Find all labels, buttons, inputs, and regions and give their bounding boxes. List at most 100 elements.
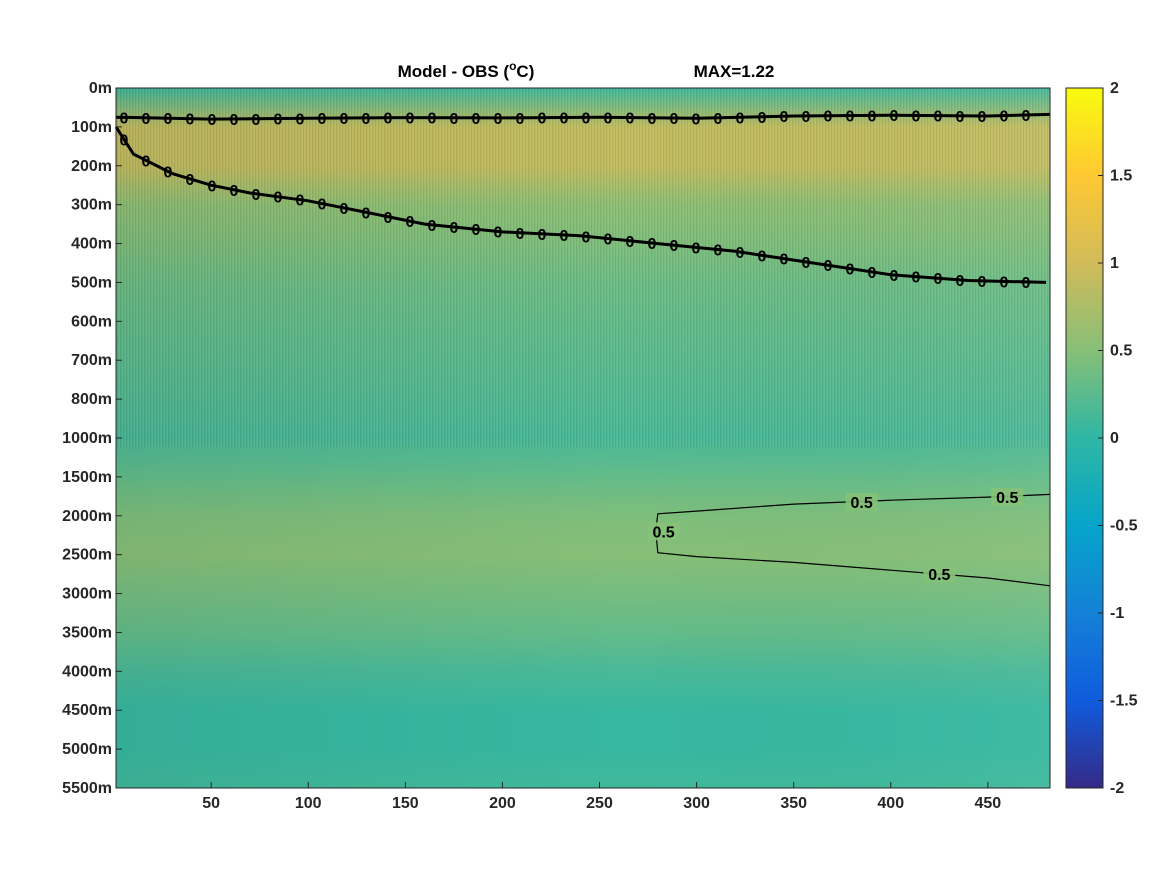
- contour-label: 0: [802, 255, 811, 272]
- contour-label: 0: [956, 273, 965, 290]
- contour-label-bg: [991, 488, 1024, 507]
- x-tick-label: 100: [295, 795, 322, 812]
- colorbar-tick-label: -2: [1110, 780, 1124, 797]
- contour-label: 0: [494, 224, 503, 241]
- contour-label: 0: [582, 110, 591, 127]
- y-tick-label: 3000m: [62, 586, 112, 603]
- y-tick-label: 4000m: [62, 663, 112, 680]
- colorbar-tick-label: -1: [1110, 605, 1124, 622]
- contour-label: 0: [626, 111, 635, 128]
- contour-label: 0: [384, 210, 393, 227]
- contour-label: 0: [186, 112, 195, 129]
- colorbar-tick-label: -0.5: [1110, 518, 1138, 535]
- contour-label: 0: [208, 112, 217, 129]
- colorbar: -2 -1.5 -1 -0.5 0 0.5 1 1.5 2: [1065, 80, 1138, 797]
- contour-label: 0: [1000, 274, 1009, 291]
- contour-label: 0: [604, 110, 613, 127]
- contour-label: 0: [582, 229, 591, 246]
- contour-label: 0: [362, 205, 371, 222]
- contour-label: 0: [406, 111, 415, 128]
- contour-label-bg: [845, 493, 878, 512]
- y-tick-label: 100m: [71, 119, 112, 136]
- x-tick-label: 50: [202, 795, 220, 812]
- contour-label: 0: [362, 111, 371, 128]
- contour-label: 0: [516, 226, 525, 243]
- contour-label-bg: [647, 522, 680, 541]
- contour-label: 0: [780, 252, 789, 269]
- x-tick-label: 250: [586, 795, 613, 812]
- y-tick-label: 1500m: [62, 469, 112, 486]
- heatmap-plot-area: 000 0 0 0 0 0 0 0 0 0 0 0 0 0 0 0 0 0 0 0 0 0 0 0 0 0 0 0 0 0 0 0 0 0 0 0 0 0…: [114, 87, 1051, 789]
- colorbar-tick-label: -1.5: [1110, 693, 1138, 710]
- y-tick-label: 500m: [71, 274, 112, 291]
- x-tick-label: 350: [780, 795, 807, 812]
- contour-label: 0: [1022, 275, 1031, 292]
- contour-label: 0: [120, 110, 129, 127]
- x-tick-label: 150: [392, 795, 419, 812]
- contour-label: 0: [934, 109, 943, 126]
- contour-label: 0: [142, 111, 151, 128]
- contour-label: 0: [560, 228, 569, 245]
- y-tick-label: 5500m: [62, 780, 112, 797]
- contour-label: 0: [714, 111, 723, 128]
- y-tick-label: 700m: [71, 352, 112, 369]
- contour-label: 0: [736, 110, 745, 127]
- colorbar-tick-label: 0.5: [1110, 343, 1132, 360]
- x-tick-label: 300: [683, 795, 710, 812]
- contour-label: 0: [758, 110, 767, 127]
- y-tick-label: 3500m: [62, 624, 112, 641]
- contour-label: 0: [648, 236, 657, 253]
- contour-label: 0: [296, 193, 305, 210]
- contour-label: 0: [428, 111, 437, 128]
- max-annotation: MAX=1.22: [694, 62, 775, 81]
- y-axis: 0m 100m 200m 300m 400m 500m 600m 700m 800m 1000m 1…: [62, 80, 122, 797]
- contour-label: 0: [230, 183, 239, 200]
- contour-label: 0: [846, 109, 855, 126]
- contour-label: 0: [186, 172, 195, 189]
- contour-label: 0: [846, 262, 855, 279]
- colorbar-tick-label: 0: [1110, 430, 1119, 447]
- contour-label: 0: [670, 111, 679, 128]
- contour-label: 0: [868, 265, 877, 282]
- contour-label: 0: [648, 111, 657, 128]
- contour-label: 0.5: [652, 524, 674, 541]
- y-tick-label: 300m: [71, 197, 112, 214]
- x-tick-label: 200: [489, 795, 516, 812]
- contour-label: 0: [626, 234, 635, 251]
- y-tick-label: 0m: [89, 80, 112, 97]
- contour-line: [115, 112, 1051, 121]
- contour-label: 0: [956, 109, 965, 126]
- contour-label: 0: [670, 238, 679, 255]
- contour-label: 0: [274, 190, 283, 207]
- heatmap-noise-band: [116, 88, 1050, 448]
- contour-label: 0: [516, 111, 525, 128]
- contour-label: 0: [428, 218, 437, 235]
- contour-label: 0: [406, 214, 415, 231]
- contour-label: 0: [868, 108, 877, 125]
- y-tick-label: 4500m: [62, 702, 112, 719]
- colorbar-tick-label: 2: [1110, 80, 1119, 97]
- contour-label: 0: [978, 274, 987, 291]
- contour-label: 0: [604, 232, 613, 249]
- x-tick-label: 400: [877, 795, 904, 812]
- contour-label: 0: [758, 248, 767, 265]
- contour-label: 0: [912, 270, 921, 287]
- contour-label: 0.5: [851, 495, 873, 512]
- contour-label: 0: [780, 109, 789, 126]
- x-tick-label: 450: [975, 795, 1002, 812]
- contour-label: 0: [1022, 108, 1031, 125]
- contour-label: 0: [340, 201, 349, 218]
- contour-label: 0: [472, 222, 481, 239]
- contour-label: 0: [736, 245, 745, 262]
- contour-label: 0: [934, 271, 943, 288]
- contour-label: 0: [890, 268, 899, 285]
- contour-label: 0: [252, 112, 261, 129]
- y-tick-label: 200m: [71, 158, 112, 175]
- contour-label: 0: [252, 187, 261, 204]
- colorbar-tick-label: 1: [1110, 255, 1119, 272]
- contour-label: 0: [714, 243, 723, 260]
- contour-label: 0.5: [928, 567, 950, 584]
- contour-label: 0: [890, 108, 899, 125]
- colorbar-axis: -2 -1.5 -1 -0.5 0 0.5 1 1.5 2: [1098, 80, 1138, 797]
